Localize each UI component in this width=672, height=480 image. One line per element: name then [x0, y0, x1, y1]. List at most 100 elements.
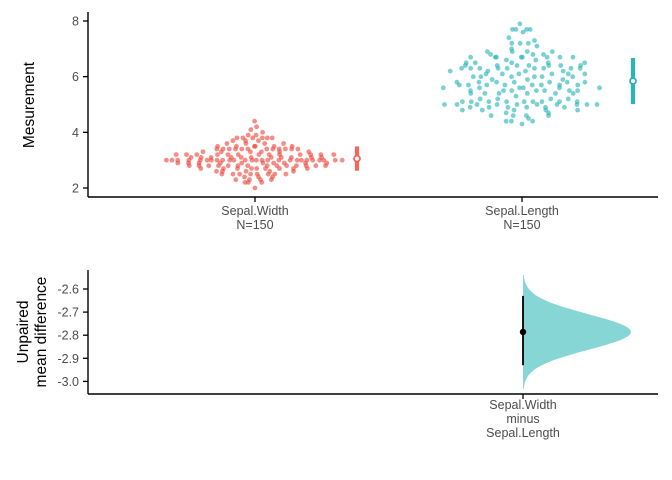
swarm-point	[539, 99, 545, 105]
swarm-point	[494, 79, 499, 85]
swarm-point	[557, 85, 562, 91]
swarm-point	[542, 88, 547, 93]
swarm-point	[524, 113, 529, 118]
swarm-point	[313, 163, 319, 169]
swarm-point	[520, 29, 526, 35]
swarm-point	[308, 152, 313, 158]
swarm-point	[514, 63, 520, 68]
swarm-point	[570, 91, 576, 96]
swarm-point	[524, 104, 530, 110]
bottom-y-tick-label: -2.8	[57, 329, 79, 343]
swarm-point	[304, 157, 310, 163]
swarm-point	[259, 157, 265, 163]
swarm-point	[289, 146, 294, 152]
swarm-point	[260, 129, 265, 135]
swarm-point	[295, 146, 301, 152]
swarm-point	[517, 21, 523, 27]
swarm-point	[496, 91, 502, 96]
swarm-point	[226, 146, 232, 152]
swarm-point	[560, 68, 566, 74]
swarm-point	[570, 54, 576, 60]
swarm-point	[271, 160, 276, 166]
swarm-point	[513, 93, 519, 99]
swarm-point	[564, 79, 570, 85]
swarm-point	[219, 171, 225, 177]
swarm-point	[530, 118, 535, 124]
swarm-point	[519, 121, 525, 127]
swarm-point	[225, 163, 231, 169]
swarm-point	[554, 102, 560, 107]
swarm-point	[252, 185, 258, 191]
swarm-point	[248, 149, 253, 155]
swarm-point	[482, 91, 488, 96]
swarm-point	[524, 27, 529, 32]
swarm-point	[447, 68, 453, 74]
top-y-tick-label: 6	[72, 70, 79, 84]
swarm-point	[488, 52, 493, 57]
swarm-point	[484, 49, 490, 54]
swarm-point	[525, 40, 531, 46]
swarm-point	[582, 60, 588, 66]
swarm-point	[565, 71, 571, 77]
swarm-point	[242, 174, 247, 180]
swarm-point	[501, 88, 506, 93]
swarm-point	[489, 77, 495, 82]
swarm-point	[575, 82, 581, 88]
swarm-point	[511, 107, 517, 113]
swarm-point	[254, 171, 260, 177]
swarm-point	[500, 71, 505, 77]
swarm-point	[239, 160, 245, 166]
swarm-point	[460, 107, 465, 113]
swarm-point	[454, 79, 460, 85]
bottom-violin-content	[519, 275, 631, 389]
swarm-point	[218, 149, 224, 155]
swarm-point	[231, 157, 237, 163]
swarm-point	[245, 180, 251, 185]
swarm-point	[318, 152, 324, 158]
swarm-point	[269, 135, 275, 141]
swarm-point	[578, 63, 583, 68]
swarm-point	[276, 157, 282, 163]
swarm-point	[208, 155, 214, 160]
swarm-point	[252, 143, 258, 149]
swarm-point	[529, 82, 535, 88]
swarm-point	[459, 65, 464, 71]
swarm-point	[175, 157, 181, 163]
swarm-point	[256, 138, 261, 144]
swarm-point	[474, 102, 480, 107]
swarm-point	[503, 110, 509, 116]
swarm-point	[575, 107, 580, 113]
swarm-point	[534, 102, 540, 107]
swarm-point	[509, 88, 515, 93]
swarm-point	[477, 85, 482, 91]
swarm-point	[264, 135, 270, 141]
swarm-point	[477, 96, 483, 102]
swarm-point	[253, 132, 259, 138]
top-y-tick-label: 4	[72, 126, 79, 140]
effect-axis-label-line: minus	[506, 412, 539, 426]
swarm-point	[546, 110, 551, 116]
swarm-point	[543, 104, 548, 110]
swarm-point	[235, 152, 241, 158]
swarm-point	[254, 166, 260, 171]
swarm-point	[502, 82, 508, 88]
swarm-point	[467, 104, 473, 110]
swarm-point	[526, 63, 532, 68]
swarm-point	[245, 132, 251, 138]
swarm-point	[509, 60, 515, 66]
swarm-point	[468, 99, 474, 105]
swarm-point	[534, 88, 539, 93]
swarm-point	[281, 141, 286, 146]
swarm-point	[266, 152, 272, 158]
swarm-point	[514, 102, 520, 107]
swarm-point	[277, 166, 282, 171]
swarm-point	[272, 171, 278, 177]
swarm-point	[259, 149, 264, 155]
swarm-point	[516, 71, 522, 77]
bottom-y-tick-label: -2.7	[57, 306, 79, 320]
swarm-point	[248, 127, 254, 132]
swarm-point	[541, 52, 546, 57]
swarm-point	[284, 163, 289, 169]
top-y-tick-label: 8	[72, 15, 79, 29]
swarm-point	[468, 65, 474, 71]
